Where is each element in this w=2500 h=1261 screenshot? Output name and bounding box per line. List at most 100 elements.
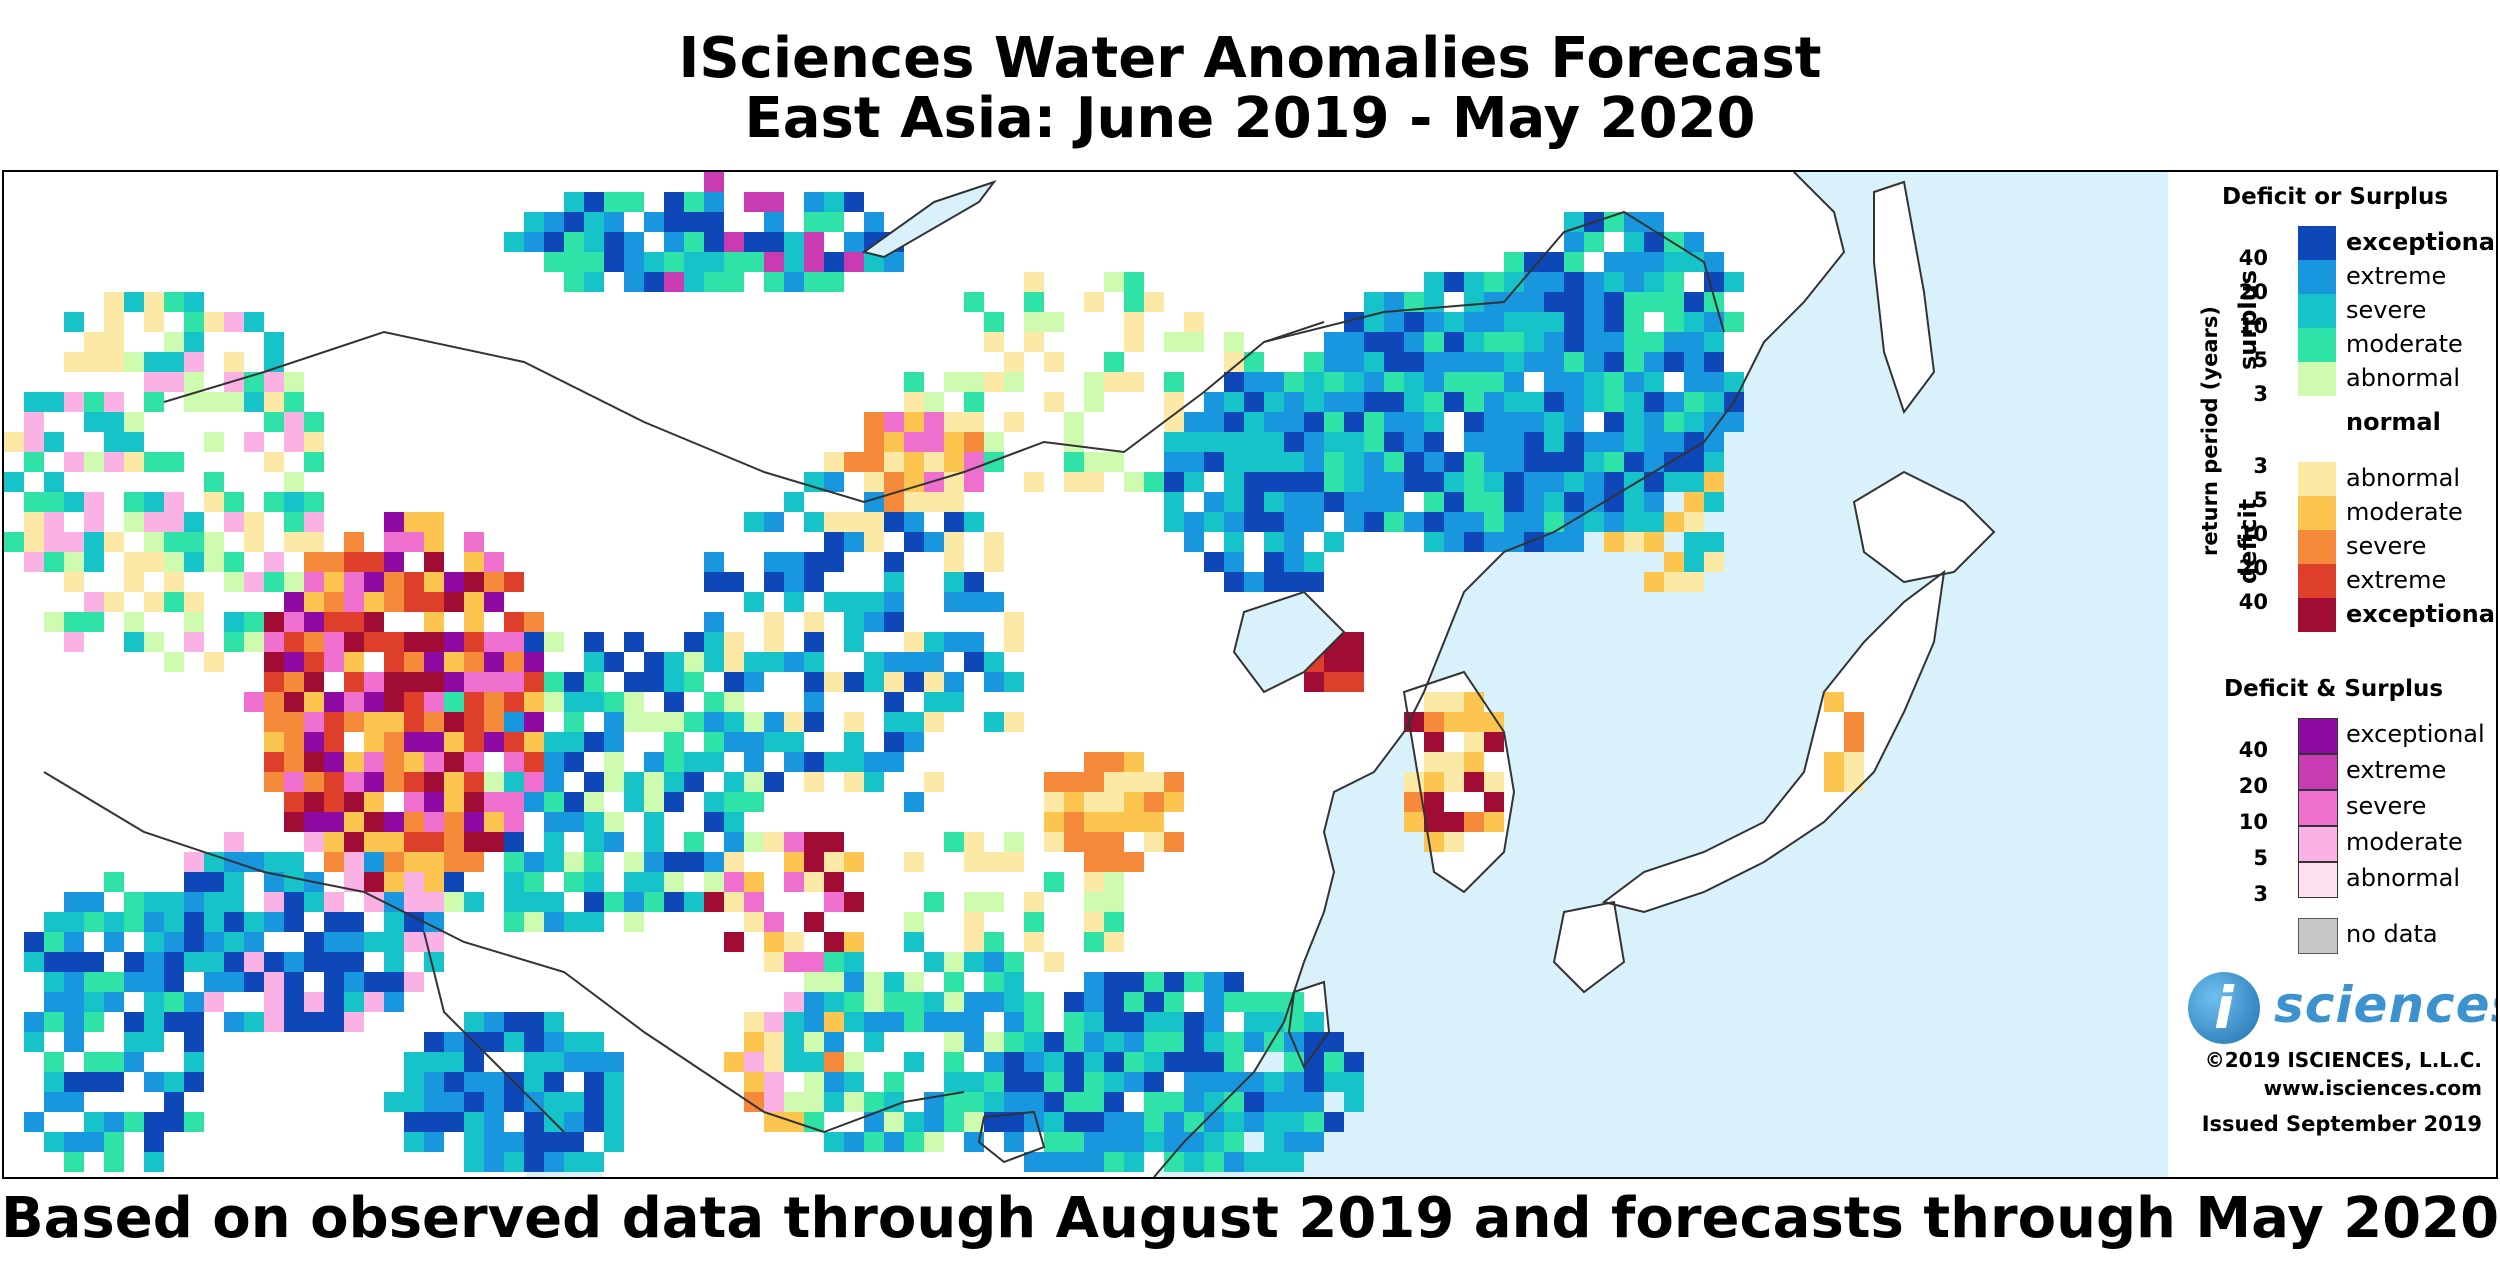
anomaly-cell [1664, 392, 1684, 412]
anomaly-cell [544, 772, 564, 792]
anomaly-cell [84, 972, 104, 992]
border-russia-china [1263, 210, 1725, 343]
anomaly-cell [1404, 352, 1424, 372]
anomaly-cell [364, 732, 384, 752]
anomaly-cell [524, 212, 544, 232]
anomaly-cell [384, 992, 404, 1012]
anomaly-cell [1644, 372, 1664, 392]
anomaly-cell [604, 712, 624, 732]
anomaly-cell [544, 732, 564, 752]
anomaly-cell [184, 392, 204, 412]
anomaly-cell [384, 512, 404, 532]
anomaly-cell [304, 592, 324, 612]
anomaly-cell [1624, 292, 1644, 312]
anomaly-cell [584, 212, 604, 232]
anomaly-cell [724, 712, 744, 732]
anomaly-cell [84, 1072, 104, 1092]
anomaly-cell [1504, 452, 1524, 472]
anomaly-cell [864, 772, 884, 792]
anomaly-cell [224, 572, 244, 592]
anomaly-cell [564, 1052, 584, 1072]
anomaly-cell [704, 212, 724, 232]
anomaly-cell [124, 632, 144, 652]
anomaly-cell [844, 612, 864, 632]
anomaly-cell [1264, 512, 1284, 532]
anomaly-cell [1464, 492, 1484, 512]
anomaly-cell [824, 952, 844, 972]
anomaly-cell [164, 1092, 184, 1112]
anomaly-cell [744, 672, 764, 692]
anomaly-cell [164, 912, 184, 932]
anomaly-cell [884, 472, 904, 492]
anomaly-cell [1064, 452, 1084, 472]
anomaly-cell [1464, 452, 1484, 472]
anomaly-cell [1104, 1032, 1124, 1052]
anomaly-cell [1664, 292, 1684, 312]
anomaly-cell [804, 672, 824, 692]
anomaly-cell [524, 772, 544, 792]
legend-swatch-normal [2298, 394, 2336, 458]
anomaly-cell [1104, 752, 1124, 772]
anomaly-cell [1284, 572, 1304, 592]
legend-label-combined-exceptional: exceptional [2346, 720, 2485, 748]
anomaly-cell [804, 1052, 824, 1072]
anomaly-cell [1144, 472, 1164, 492]
anomaly-cell [1704, 552, 1724, 572]
anomaly-cell [784, 1052, 804, 1072]
legend-bound-combined-5: 5 [2253, 846, 2268, 870]
anomaly-cell [1024, 892, 1044, 912]
anomaly-cell [1464, 332, 1484, 352]
anomaly-cell [524, 732, 544, 752]
hainan-outline [977, 1110, 1046, 1164]
anomaly-cell [84, 392, 104, 412]
anomaly-cell [284, 792, 304, 812]
anomaly-cell [824, 192, 844, 212]
anomaly-cell [84, 492, 104, 512]
anomaly-cell [1384, 412, 1404, 432]
anomaly-cell [544, 232, 564, 252]
anomaly-cell [384, 832, 404, 852]
anomaly-cell [944, 632, 964, 652]
anomaly-cell [404, 592, 424, 612]
anomaly-cell [164, 452, 184, 472]
anomaly-cell [444, 812, 464, 832]
anomaly-cell [244, 532, 264, 552]
anomaly-cell [884, 1132, 904, 1152]
anomaly-cell [964, 1072, 984, 1092]
anomaly-cell [564, 192, 584, 212]
anomaly-cell [804, 992, 824, 1012]
anomaly-cell [1284, 1092, 1304, 1112]
anomaly-cell [184, 632, 204, 652]
anomaly-cell [1224, 1092, 1244, 1112]
anomaly-cell [1204, 1132, 1224, 1152]
anomaly-cell [804, 772, 824, 792]
anomaly-cell [504, 1012, 524, 1032]
anomaly-cell [484, 692, 504, 712]
anomaly-cell [1644, 392, 1664, 412]
anomaly-cell [1064, 1072, 1084, 1092]
anomaly-cell [1004, 1072, 1024, 1092]
anomaly-cell [564, 712, 584, 732]
anomaly-cell [924, 992, 944, 1012]
anomaly-cell [424, 712, 444, 732]
anomaly-cell [484, 1112, 504, 1132]
anomaly-cell [1224, 472, 1244, 492]
anomaly-cell [1064, 1012, 1084, 1032]
anomaly-cell [344, 632, 364, 652]
anomaly-cell [424, 572, 444, 592]
anomaly-cell [264, 752, 284, 772]
anomaly-cell [1684, 312, 1704, 332]
anomaly-cell [344, 772, 364, 792]
anomaly-cell [224, 312, 244, 332]
anomaly-cell [384, 632, 404, 652]
anomaly-cell [1624, 532, 1644, 552]
anomaly-cell [364, 632, 384, 652]
anomaly-cell [304, 792, 324, 812]
anomaly-cell [324, 852, 344, 872]
anomaly-cell [1164, 1132, 1184, 1152]
anomaly-cell [1404, 332, 1424, 352]
anomaly-cell [804, 552, 824, 572]
anomaly-cell [1344, 332, 1364, 352]
anomaly-cell [1504, 352, 1524, 372]
anomaly-cell [664, 652, 684, 672]
